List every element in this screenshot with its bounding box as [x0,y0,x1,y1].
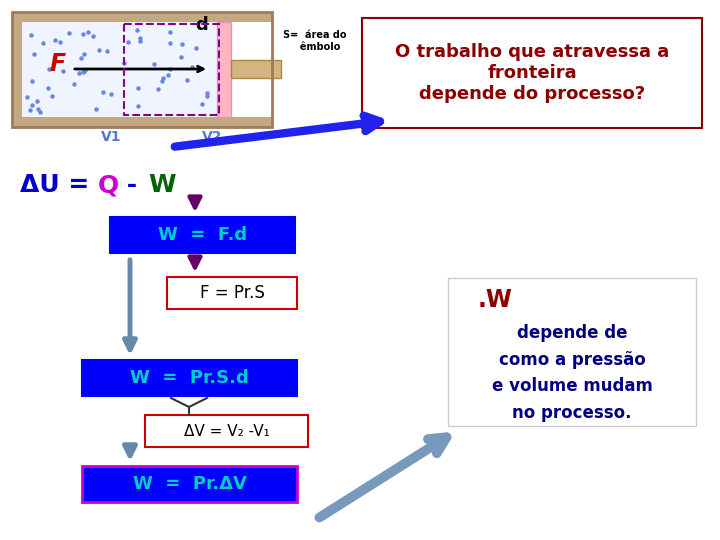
Text: ΔV = V₂ -V₁: ΔV = V₂ -V₁ [184,423,269,438]
Text: W  =  F.d: W = F.d [158,226,247,244]
Text: W  =  Pr.S.d: W = Pr.S.d [130,369,249,387]
FancyBboxPatch shape [362,18,702,128]
FancyBboxPatch shape [110,217,295,253]
Text: S=  área do
     êmbolo: S= área do êmbolo [283,30,346,52]
Text: V2: V2 [202,130,222,144]
FancyBboxPatch shape [145,415,308,447]
FancyBboxPatch shape [82,466,297,502]
FancyBboxPatch shape [448,278,696,426]
Text: d: d [195,16,208,34]
Text: W: W [148,173,176,197]
FancyBboxPatch shape [12,12,22,127]
FancyBboxPatch shape [12,117,272,127]
FancyBboxPatch shape [231,60,281,78]
FancyBboxPatch shape [167,277,297,309]
Text: V1: V1 [101,130,121,144]
Text: O trabalho que atravessa a
fronteira
depende do processo?: O trabalho que atravessa a fronteira dep… [395,43,669,103]
FancyBboxPatch shape [82,360,297,396]
Text: .W: .W [478,288,513,312]
Text: depende de
como a pressão
e volume mudam
no processo.: depende de como a pressão e volume mudam… [492,325,652,422]
Text: -: - [118,173,146,197]
FancyBboxPatch shape [217,22,231,117]
Text: W  =  Pr.ΔV: W = Pr.ΔV [132,475,246,493]
Text: ΔU =: ΔU = [20,173,98,197]
FancyBboxPatch shape [22,22,217,117]
FancyBboxPatch shape [12,12,272,22]
Text: F = Pr.S: F = Pr.S [199,284,264,302]
Text: F: F [50,52,66,76]
Text: Q: Q [98,173,120,197]
